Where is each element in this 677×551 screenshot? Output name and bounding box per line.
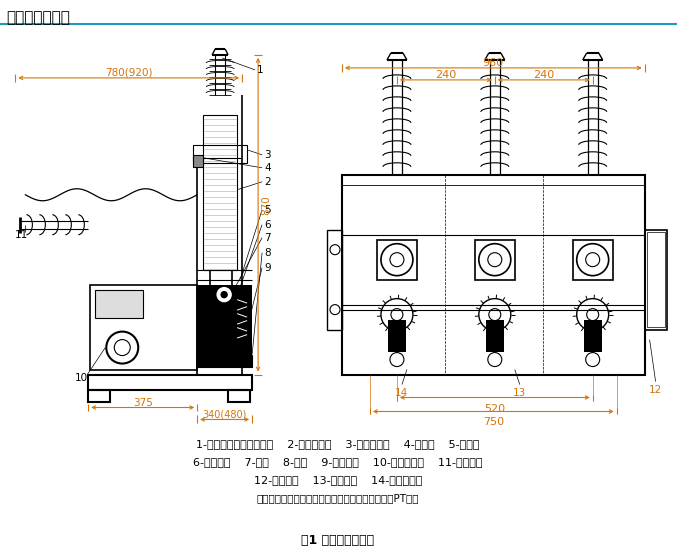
- Text: 10: 10: [75, 372, 88, 382]
- Text: 11: 11: [14, 230, 28, 240]
- Bar: [197, 354, 252, 366]
- Text: 5: 5: [264, 205, 271, 215]
- Text: 870: 870: [261, 195, 271, 215]
- Circle shape: [221, 291, 227, 298]
- Text: 1: 1: [257, 65, 264, 75]
- Text: 13: 13: [513, 387, 527, 397]
- Text: 240: 240: [533, 70, 554, 80]
- Text: 520: 520: [484, 403, 505, 413]
- Text: 9: 9: [264, 263, 271, 273]
- Bar: [342, 175, 645, 375]
- Text: 注：图注尺寸为断路器外形尺寸，括弧内为内置单PT尺寸: 注：图注尺寸为断路器外形尺寸，括弧内为内置单PT尺寸: [257, 493, 419, 504]
- Bar: [327, 230, 342, 329]
- Bar: [193, 155, 203, 167]
- Bar: [377, 240, 417, 280]
- Bar: [388, 320, 406, 352]
- Bar: [475, 240, 515, 280]
- Text: 375: 375: [133, 397, 153, 408]
- Text: 1-导电杆绝缘套管组合体    2-真空灭弧室    3-绝缘隔离罩    4-导电夹    5-软连结: 1-导电杆绝缘套管组合体 2-真空灭弧室 3-绝缘隔离罩 4-导电夹 5-软连结: [196, 440, 480, 450]
- Text: 6: 6: [264, 220, 271, 230]
- Bar: [486, 320, 504, 352]
- Bar: [197, 285, 252, 354]
- Text: 4: 4: [264, 163, 271, 173]
- Text: 240: 240: [435, 70, 456, 80]
- Circle shape: [217, 288, 231, 301]
- Text: 12-操作机构    13-传动机构    14-电压互感器: 12-操作机构 13-传动机构 14-电压互感器: [254, 476, 422, 485]
- Text: 340(480): 340(480): [202, 409, 247, 419]
- Bar: [90, 285, 197, 370]
- Text: 12: 12: [649, 385, 662, 395]
- Text: 960: 960: [483, 58, 504, 68]
- Text: 外形及安装尺寸: 外形及安装尺寸: [6, 10, 70, 25]
- Text: 780(920): 780(920): [105, 68, 152, 78]
- Bar: [573, 240, 613, 280]
- Bar: [193, 145, 247, 163]
- Bar: [203, 115, 237, 269]
- Text: 750: 750: [483, 418, 504, 428]
- Bar: [647, 232, 665, 327]
- Text: 2: 2: [264, 177, 271, 187]
- Text: 8: 8: [264, 248, 271, 258]
- Bar: [645, 230, 667, 329]
- Bar: [584, 320, 602, 352]
- Bar: [88, 390, 110, 402]
- Text: 6-绝缘拉杆    7-转轴    8-外壳    9-分闸弹簧    10-电流互感器    11-出线套管: 6-绝缘拉杆 7-转轴 8-外壳 9-分闸弹簧 10-电流互感器 11-出线套管: [193, 457, 483, 467]
- Text: 3: 3: [264, 150, 271, 160]
- Bar: [95, 290, 144, 317]
- Text: 14: 14: [395, 387, 408, 397]
- Text: 图1 断路器本体结构: 图1 断路器本体结构: [301, 534, 374, 547]
- Bar: [228, 390, 250, 402]
- Text: 7: 7: [264, 233, 271, 242]
- Bar: [88, 375, 252, 390]
